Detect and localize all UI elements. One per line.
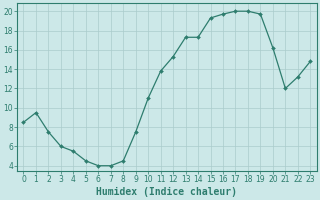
X-axis label: Humidex (Indice chaleur): Humidex (Indice chaleur) xyxy=(96,186,237,197)
